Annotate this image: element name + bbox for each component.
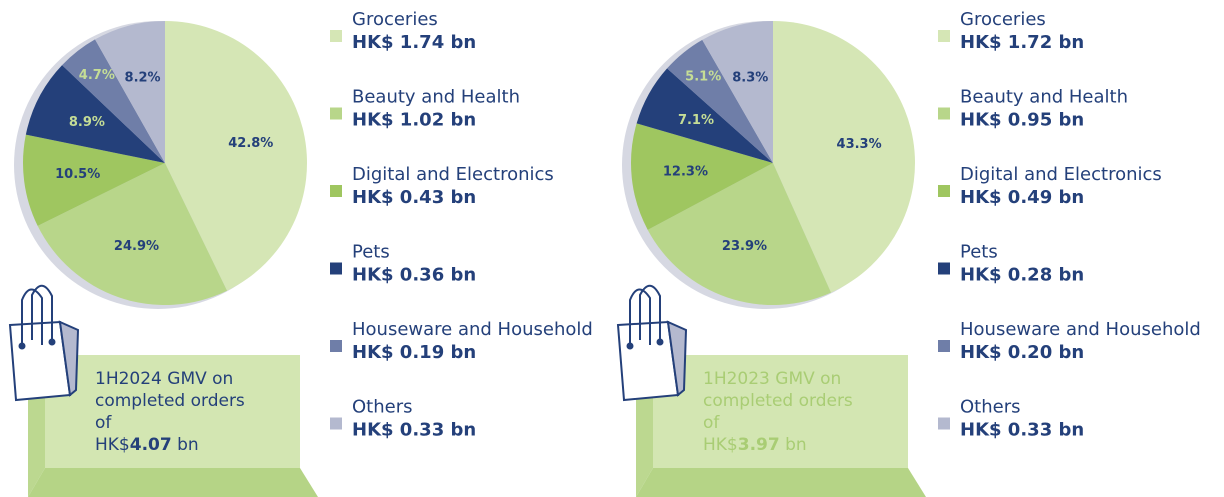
slice-label: 12.3% bbox=[663, 165, 708, 180]
legend-label: Houseware and Household bbox=[960, 319, 1201, 340]
slice-label: 24.9% bbox=[114, 239, 159, 254]
pie-slice bbox=[773, 21, 915, 293]
legend-swatch bbox=[938, 107, 950, 120]
legend-swatch bbox=[330, 262, 342, 275]
gmv-currency: HK$ bbox=[95, 435, 130, 455]
legend-amount: HK$ 0.33 bn bbox=[960, 420, 1084, 441]
legend-label: Digital and Electronics bbox=[960, 164, 1162, 185]
legend-amount: HK$ 0.19 bn bbox=[352, 342, 476, 363]
pie-slice bbox=[647, 163, 832, 305]
slice-label: 10.5% bbox=[55, 167, 100, 182]
legend-swatch bbox=[938, 185, 950, 197]
legend-amount: HK$ 0.28 bn bbox=[960, 265, 1084, 286]
slice-label: 4.7% bbox=[79, 68, 115, 83]
legend-swatch bbox=[938, 340, 950, 352]
legend-swatch bbox=[938, 30, 950, 42]
legend-swatch bbox=[330, 30, 342, 42]
legend-amount: HK$ 0.36 bn bbox=[352, 265, 476, 286]
legend-amount: HK$ 0.33 bn bbox=[352, 420, 476, 441]
gmv-box bbox=[636, 355, 926, 497]
legend-swatch bbox=[330, 340, 342, 352]
gmv-text: 1H2024 GMV on completed orders of HK$4.07… bbox=[95, 368, 255, 456]
pie-slice bbox=[165, 21, 307, 291]
slice-label: 8.9% bbox=[69, 115, 105, 130]
pie-slice bbox=[636, 68, 773, 163]
legend-label: Beauty and Health bbox=[960, 87, 1128, 108]
legend-label: Others bbox=[960, 397, 1021, 418]
legend-swatch bbox=[330, 417, 342, 430]
pie-slice bbox=[37, 163, 228, 306]
legend-amount: HK$ 0.20 bn bbox=[960, 342, 1084, 363]
legend-label: Houseware and Household bbox=[352, 319, 593, 340]
pie-slice bbox=[702, 21, 773, 163]
legend-amount: HK$ 1.02 bn bbox=[352, 110, 476, 131]
legend-swatch bbox=[330, 185, 342, 197]
legend-label: Groceries bbox=[352, 9, 438, 30]
pie-slice bbox=[95, 21, 165, 163]
legend-amount: HK$ 1.72 bn bbox=[960, 32, 1084, 53]
slice-label: 42.8% bbox=[228, 136, 273, 151]
pie-slice bbox=[667, 39, 773, 163]
gmv-amount: 3.97 bbox=[737, 435, 780, 455]
pie-slice bbox=[630, 123, 773, 230]
pie-slice bbox=[23, 134, 165, 226]
slice-label: 43.3% bbox=[837, 137, 882, 152]
legend-label: Groceries bbox=[960, 9, 1046, 30]
gmv-amount-line: HK$4.07 bn bbox=[95, 434, 255, 456]
legend-amount: HK$ 0.49 bn bbox=[960, 187, 1084, 208]
gmv-currency: HK$ bbox=[703, 435, 738, 455]
gmv-caption: 1H2023 GMV on completed orders of bbox=[703, 369, 853, 433]
legend-label: Digital and Electronics bbox=[352, 164, 554, 185]
gmv-amount: 4.07 bbox=[129, 435, 172, 455]
legend-label: Beauty and Health bbox=[352, 87, 520, 108]
gmv-amount-line: HK$3.97 bn bbox=[703, 434, 863, 456]
legend-amount: HK$ 0.43 bn bbox=[352, 187, 476, 208]
slice-label: 8.3% bbox=[732, 70, 768, 85]
pie-slice bbox=[25, 65, 166, 163]
gmv-caption: 1H2024 GMV on completed orders of bbox=[95, 369, 245, 433]
legend-swatch bbox=[938, 417, 950, 430]
legend-label: Pets bbox=[960, 242, 998, 263]
gmv-text: 1H2023 GMV on completed orders of HK$3.97… bbox=[703, 368, 863, 456]
slice-label: 23.9% bbox=[722, 239, 767, 254]
gmv-unit: bn bbox=[785, 435, 807, 455]
bag-icon bbox=[616, 284, 688, 402]
pie-slice bbox=[62, 39, 165, 163]
slice-label: 8.2% bbox=[125, 70, 161, 85]
legend-label: Others bbox=[352, 397, 413, 418]
legend-label: Pets bbox=[352, 242, 390, 263]
slice-label: 7.1% bbox=[678, 113, 714, 128]
gmv-unit: bn bbox=[177, 435, 199, 455]
bag-icon bbox=[8, 284, 80, 402]
legend-amount: HK$ 1.74 bn bbox=[352, 32, 476, 53]
slice-label: 5.1% bbox=[685, 69, 721, 84]
legend-swatch bbox=[938, 262, 950, 275]
legend-swatch bbox=[330, 107, 342, 120]
legend-amount: HK$ 0.95 bn bbox=[960, 110, 1084, 131]
